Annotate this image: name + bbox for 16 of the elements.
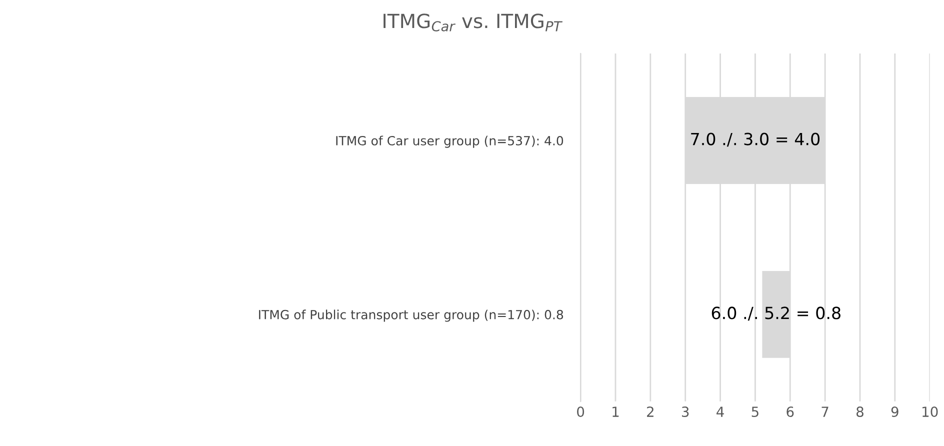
x-tick-label: 3 xyxy=(682,406,689,418)
x-tick-label: 2 xyxy=(647,406,654,417)
x-tick-label: 4 xyxy=(716,406,724,417)
y-tick-label: ITMG of Public transport user group (n=170): 0.8 xyxy=(259,310,564,322)
data-label: 7.0 ./. 3.0 = 4.0 xyxy=(691,132,820,147)
data-label: 6.0 ./. 5.2 = 0.8 xyxy=(712,306,840,321)
x-tick-label: 10 xyxy=(922,406,938,418)
y-tick-label: ITMG of Car user group (n=537): 4.0 xyxy=(336,136,564,148)
x-tick-label: 6 xyxy=(786,406,794,418)
x-tick-label: 9 xyxy=(891,406,898,418)
chart-title: ITMG$_{Car}$ vs. ITMG$_{PT}$ xyxy=(384,14,563,32)
x-tick-label: 8 xyxy=(856,406,864,418)
x-tick-label: 7 xyxy=(822,406,828,417)
x-tick-label: 5 xyxy=(752,406,758,418)
x-tick-label: 0 xyxy=(577,406,584,418)
x-tick-label: 1 xyxy=(612,406,619,417)
